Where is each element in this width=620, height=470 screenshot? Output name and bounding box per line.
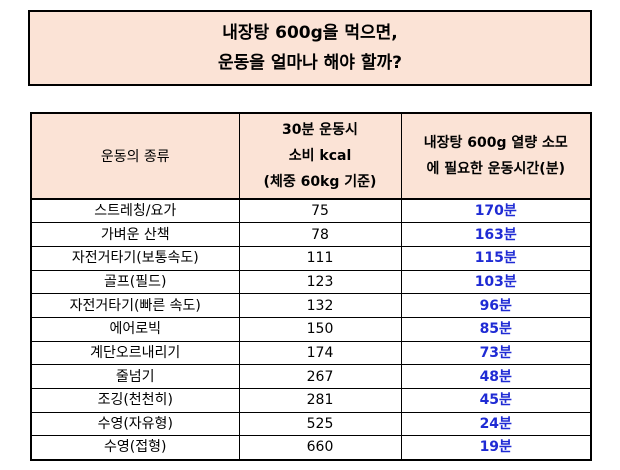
kcal-cell: 111 (238, 245, 402, 271)
kcal-cell: 281 (238, 388, 402, 413)
exercise-cell: 골프(필드) (30, 269, 240, 295)
header-kcal: 30분 운동시 소비 kcal (체중 60kg 기준) (238, 112, 402, 200)
time-cell: 19분 (400, 435, 592, 461)
exercise-cell: 가벼운 산책 (30, 222, 240, 247)
kcal-cell: 123 (238, 269, 402, 295)
kcal-cell: 174 (238, 340, 402, 366)
table-row: 스트레칭/요가 75 170분 (30, 198, 592, 224)
table-row: 자전거타기(보통속도) 111 115분 (30, 245, 592, 271)
exercise-cell: 자전거타기(보통속도) (30, 245, 240, 271)
table-header-row: 운동의 종류 30분 운동시 소비 kcal (체중 60kg 기준) 내장탕 … (30, 112, 592, 200)
header-time-line-2: 에 필요한 운동시간(분) (426, 161, 565, 177)
exercise-cell: 수영(접형) (30, 435, 240, 461)
time-cell: 163분 (400, 222, 592, 247)
header-kcal-line-2: 소비 kcal (288, 148, 352, 164)
table-row: 골프(필드) 123 103분 (30, 269, 592, 295)
exercise-cell: 수영(자유형) (30, 411, 240, 437)
table-row: 자전거타기(빠른 속도) 132 96분 (30, 293, 592, 318)
table-row: 줄넘기 267 48분 (30, 364, 592, 389)
exercise-cell: 에어로빅 (30, 316, 240, 342)
exercise-cell: 계단오르내리기 (30, 340, 240, 366)
table-row: 수영(접형) 660 19분 (30, 435, 592, 461)
time-cell: 85분 (400, 316, 592, 342)
time-cell: 115분 (400, 245, 592, 271)
time-cell: 170분 (400, 198, 592, 224)
kcal-cell: 150 (238, 316, 402, 342)
kcal-cell: 78 (238, 222, 402, 247)
kcal-cell: 75 (238, 198, 402, 224)
header-time: 내장탕 600g 열량 소모 에 필요한 운동시간(분) (400, 112, 592, 200)
time-cell: 24분 (400, 411, 592, 437)
time-cell: 45분 (400, 388, 592, 413)
header-kcal-line-3: (체중 60kg 기준) (263, 174, 377, 190)
table-row: 계단오르내리기 174 73분 (30, 340, 592, 366)
title-line-2: 운동을 얼마나 해야 할까? (217, 53, 403, 73)
time-cell: 48분 (400, 364, 592, 389)
header-time-line-1: 내장탕 600g 열량 소모 (423, 135, 568, 151)
exercise-table: 운동의 종류 30분 운동시 소비 kcal (체중 60kg 기준) 내장탕 … (30, 112, 592, 461)
kcal-cell: 660 (238, 435, 402, 461)
exercise-cell: 자전거타기(빠른 속도) (30, 293, 240, 318)
table-row: 수영(자유형) 525 24분 (30, 411, 592, 437)
kcal-cell: 267 (238, 364, 402, 389)
exercise-cell: 줄넘기 (30, 364, 240, 389)
kcal-cell: 132 (238, 293, 402, 318)
title-line-1: 내장탕 600g을 먹으면, (222, 23, 398, 43)
table-row: 조깅(천천히) 281 45분 (30, 388, 592, 413)
exercise-cell: 스트레칭/요가 (30, 198, 240, 224)
time-cell: 73분 (400, 340, 592, 366)
header-exercise: 운동의 종류 (30, 112, 240, 200)
time-cell: 103분 (400, 269, 592, 295)
exercise-cell: 조깅(천천히) (30, 388, 240, 413)
time-cell: 96분 (400, 293, 592, 318)
table-row: 가벼운 산책 78 163분 (30, 222, 592, 247)
kcal-cell: 525 (238, 411, 402, 437)
title-box: 내장탕 600g을 먹으면, 운동을 얼마나 해야 할까? (28, 10, 592, 86)
header-kcal-line-1: 30분 운동시 (282, 122, 358, 138)
table-row: 에어로빅 150 85분 (30, 316, 592, 342)
